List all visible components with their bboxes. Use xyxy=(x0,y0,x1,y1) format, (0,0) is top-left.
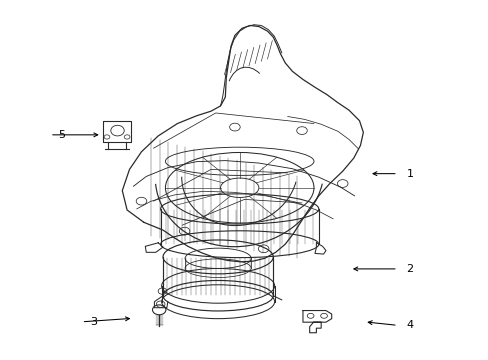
Text: 1: 1 xyxy=(406,168,413,179)
Text: 3: 3 xyxy=(90,317,97,327)
Text: 5: 5 xyxy=(59,130,65,140)
Text: 4: 4 xyxy=(406,320,413,330)
Text: 2: 2 xyxy=(406,264,413,274)
